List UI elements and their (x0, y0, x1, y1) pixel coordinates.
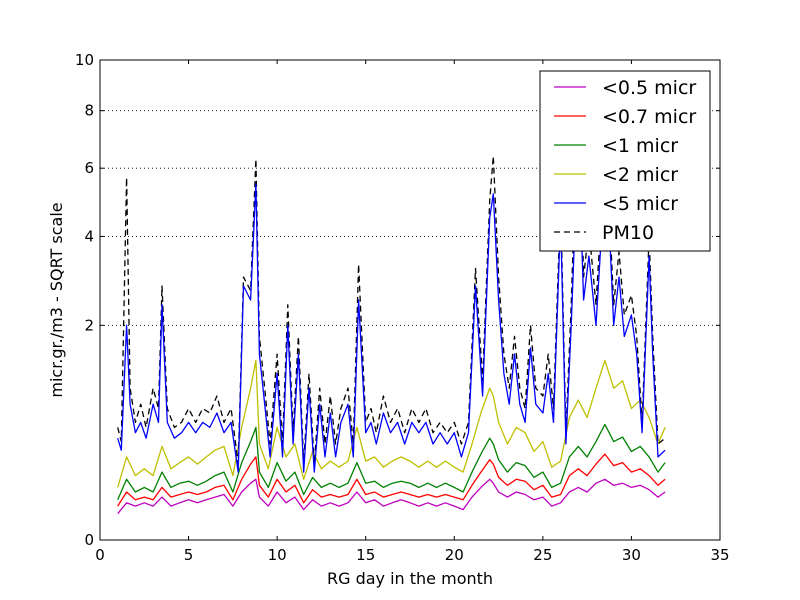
legend-label: PM10 (602, 222, 654, 244)
legend-label: <0.5 micr (602, 77, 696, 99)
x-tick-label: 25 (533, 546, 552, 564)
y-tick-label: 4 (84, 227, 94, 245)
y-tick-label: 2 (84, 316, 94, 334)
x-tick-label: 0 (95, 546, 105, 564)
x-tick-label: 20 (445, 546, 464, 564)
series-line-0 (117, 478, 666, 515)
x-tick-label: 10 (268, 546, 287, 564)
legend: <0.5 micr <0.7 micr <1 micr <2 micr <5 micr P… (539, 70, 711, 252)
x-tick-label: 30 (622, 546, 641, 564)
legend-label: <0.7 micr (602, 106, 696, 128)
plot-frame (99, 59, 721, 541)
y-tick-label: 6 (84, 159, 94, 177)
y-tick-label: 8 (84, 102, 94, 120)
y-axis-label: micr.gr./m3 - SQRT scale (47, 202, 66, 397)
y-tick-label: 0 (84, 531, 94, 549)
legend-box (539, 70, 711, 252)
legend-label: <2 micr (602, 164, 678, 186)
tick-layer: 0 2 4 6 8 10 0 5 10 15 20 25 30 35 (75, 51, 730, 564)
series-line-3 (117, 359, 666, 488)
series-line-2 (117, 423, 666, 501)
x-tick-label: 15 (356, 546, 375, 564)
legend-label: <1 micr (602, 135, 678, 157)
x-tick-label: 35 (710, 546, 729, 564)
series-line-1 (117, 453, 666, 507)
legend-label: <5 micr (602, 193, 678, 215)
x-tick-label: 5 (184, 546, 194, 564)
y-tick-label: 10 (75, 51, 94, 69)
x-axis-label: RG day in the month (327, 569, 493, 588)
